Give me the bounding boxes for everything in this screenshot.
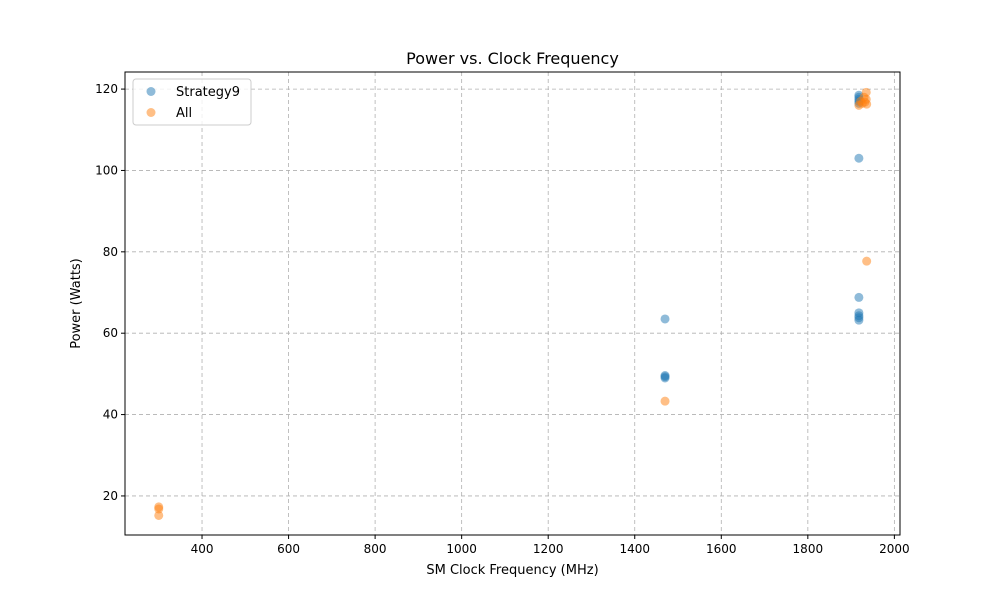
data-point-all bbox=[861, 87, 871, 97]
x-tick-label: 1400 bbox=[619, 542, 650, 556]
legend-label-all: All bbox=[176, 106, 192, 121]
legend-box bbox=[132, 78, 252, 126]
x-tick-label: 800 bbox=[364, 542, 387, 556]
legend-marker-all bbox=[146, 108, 156, 117]
x-tick-label: 2000 bbox=[879, 542, 910, 556]
series-all bbox=[154, 87, 872, 520]
x-tick-label: 400 bbox=[191, 542, 214, 556]
x-axis-title: SM Clock Frequency (MHz) bbox=[426, 563, 598, 578]
y-tick-label: 100 bbox=[95, 163, 118, 177]
legend-label-strategy9: Strategy9 bbox=[176, 85, 240, 100]
x-tick-label: 1200 bbox=[533, 542, 564, 556]
data-point-strategy9 bbox=[854, 292, 864, 302]
data-point-all bbox=[660, 396, 670, 406]
y-axis-title: Power (Watts) bbox=[69, 258, 84, 349]
data-point-all bbox=[154, 504, 164, 514]
chart-title: Power vs. Clock Frequency bbox=[406, 49, 619, 68]
x-tick-label: 1600 bbox=[706, 542, 737, 556]
legend-marker-strategy9 bbox=[146, 87, 156, 96]
y-tick-label: 20 bbox=[103, 489, 118, 503]
data-point-all bbox=[154, 510, 164, 520]
data-point-all bbox=[862, 99, 872, 109]
legend: Strategy9 All bbox=[132, 78, 252, 126]
series-strategy9 bbox=[660, 90, 864, 383]
x-tick-label: 1800 bbox=[793, 542, 824, 556]
data-point-strategy9 bbox=[660, 314, 670, 324]
data-points bbox=[154, 87, 872, 520]
x-tick-label: 1000 bbox=[446, 542, 477, 556]
data-point-strategy9 bbox=[854, 153, 864, 163]
y-tick-label: 60 bbox=[103, 326, 118, 340]
axis-ticks: 400 600 800 1000 1200 1400 1600 1800 2000 20 40 60 8… bbox=[95, 82, 910, 556]
y-tick-label: 40 bbox=[103, 408, 118, 422]
data-point-strategy9 bbox=[660, 373, 670, 383]
y-tick-label: 80 bbox=[103, 245, 118, 259]
plot-frame bbox=[124, 71, 901, 536]
data-point-all bbox=[862, 256, 872, 266]
data-point-strategy9 bbox=[854, 315, 864, 325]
x-tick-label: 600 bbox=[277, 542, 300, 556]
y-tick-label: 120 bbox=[95, 82, 118, 96]
grid-lines bbox=[125, 72, 900, 535]
